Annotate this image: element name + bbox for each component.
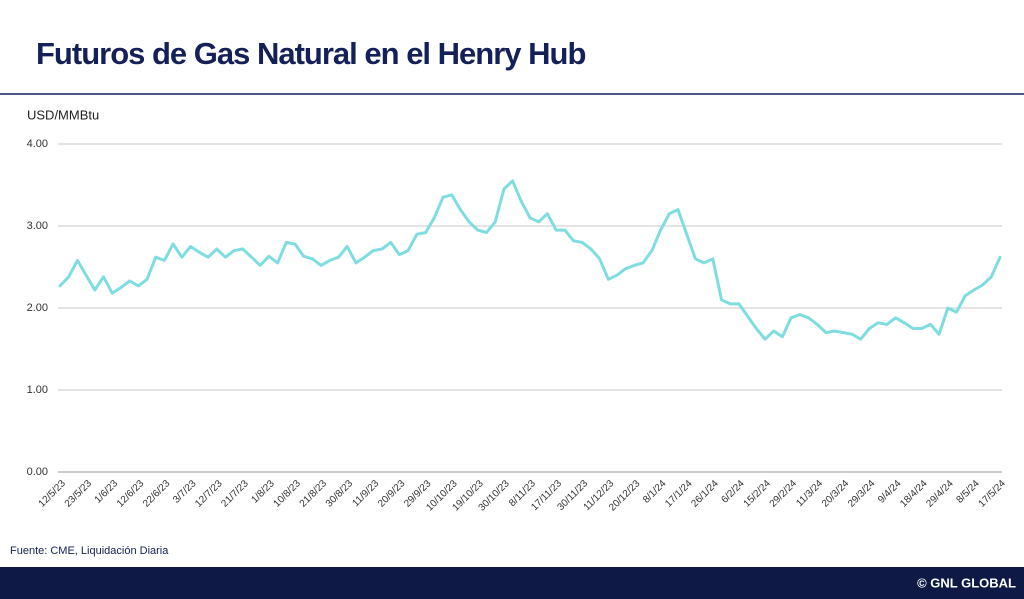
y-tick-label: 0.00 [27,466,48,478]
y-tick-label: 1.00 [27,384,48,396]
x-tick-label: 29/4/24 [924,478,956,510]
footer-credit: © GNL GLOBAL [917,575,1016,590]
x-tick-label: 29/3/24 [846,478,878,510]
chart-title: Futuros de Gas Natural en el Henry Hub [36,36,585,71]
x-tick-label: 10/8/23 [272,478,304,510]
x-tick-label: 12/6/23 [115,478,147,510]
source-note: Fuente: CME, Liquidación Diaria [10,545,169,557]
x-tick-label: 21/7/23 [219,478,251,510]
footer-bar [0,567,1024,599]
x-tick-label: 29/2/24 [768,478,800,510]
x-tick-label: 18/4/24 [898,478,930,510]
x-tick-label: 17/5/24 [977,478,1009,510]
x-tick-label: 20/9/23 [376,478,408,510]
x-tick-label: 11/9/23 [350,478,381,509]
x-tick-label: 11/3/24 [794,478,825,509]
x-tick-label: 12/7/23 [193,478,225,510]
x-tick-label: 23/5/23 [63,478,95,510]
x-tick-label: 20/3/24 [820,478,852,510]
y-tick-label: 2.00 [27,302,48,314]
x-tick-label: 12/5/23 [37,478,69,510]
price-line [58,179,1002,341]
x-tick-label: 22/6/23 [141,478,173,510]
x-tick-label: 26/1/24 [689,478,721,510]
x-tick-label: 30/8/23 [324,478,356,510]
x-tick-label: 17/1/24 [663,478,695,510]
y-axis-label: USD/MMBtu [27,107,99,122]
x-tick-label: 21/8/23 [298,478,330,510]
x-tick-label: 15/2/24 [742,478,774,510]
y-tick-label: 4.00 [27,138,48,150]
y-tick-label: 3.00 [27,220,48,232]
